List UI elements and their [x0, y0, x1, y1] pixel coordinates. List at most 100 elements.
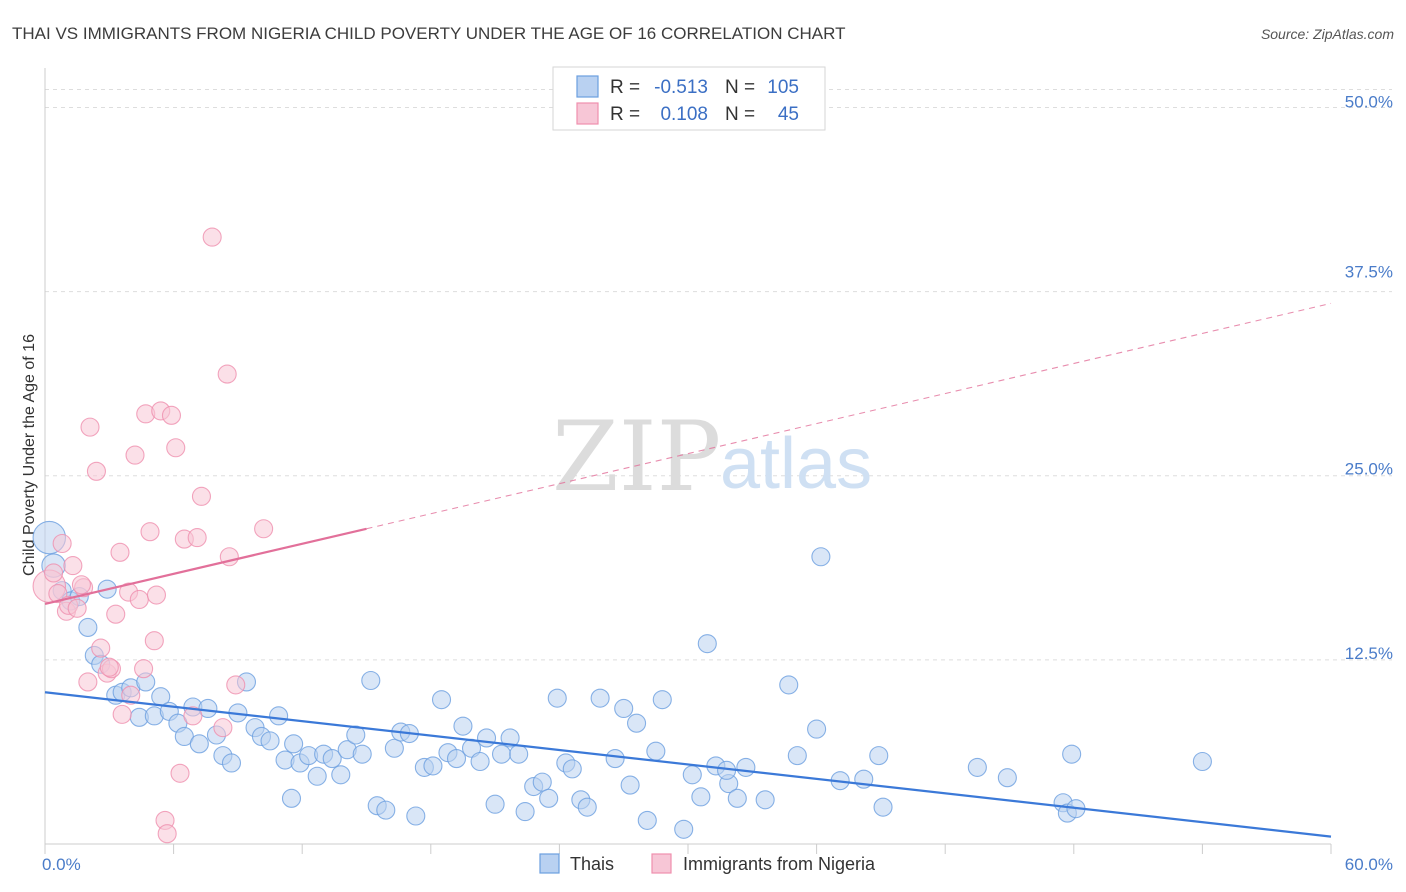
legend-thais-swatch	[539, 853, 560, 874]
nigeria-point	[183, 706, 203, 726]
nigeria-point	[187, 528, 207, 548]
thais-point	[605, 749, 625, 769]
nigeria-swatch	[576, 102, 599, 125]
nigeria-point	[166, 438, 186, 458]
thais-point	[787, 746, 807, 766]
nigeria-point	[80, 417, 100, 437]
thais-trend-line	[44, 691, 1332, 838]
thais-point	[997, 768, 1017, 788]
nigeria-point	[44, 563, 64, 583]
nigeria-point	[48, 584, 68, 604]
y-axis-ticks: 12.5% 25.0% 37.5% 50.0%	[1345, 92, 1393, 662]
thais-point	[453, 716, 473, 736]
thais-point	[727, 788, 747, 808]
series-layer	[32, 227, 1212, 844]
thais-point	[361, 670, 381, 691]
thais-point	[284, 734, 304, 754]
thais-point	[674, 819, 694, 839]
watermark-atlas: atlas	[720, 424, 872, 504]
nigeria-point	[110, 542, 130, 562]
thais-point	[637, 810, 657, 830]
nigeria-point	[71, 575, 91, 595]
thais-point	[1062, 744, 1082, 764]
thais-point	[577, 797, 597, 817]
y-tick-label: 12.5%	[1345, 644, 1393, 663]
nigeria-trend-line	[44, 527, 367, 605]
legend-r-label-nigeria: R =	[610, 104, 640, 125]
thais-point	[515, 802, 535, 822]
y-tick-label: 50.0%	[1345, 92, 1393, 111]
thais-point	[807, 719, 827, 739]
nigeria-point	[112, 704, 132, 724]
x-tick-label: 60.0%	[1345, 855, 1393, 874]
thais-point	[78, 617, 98, 638]
thais-point	[189, 734, 209, 754]
thais-point	[736, 757, 756, 777]
nigeria-point	[226, 675, 246, 695]
thais-point	[562, 759, 582, 779]
thais-point	[779, 675, 799, 695]
nigeria-point	[144, 631, 164, 651]
thais-point	[627, 713, 647, 733]
nigeria-point	[78, 672, 98, 692]
y-tick-label: 37.5%	[1345, 263, 1393, 282]
nigeria-point	[217, 364, 237, 384]
thais-point	[431, 690, 452, 710]
nigeria-point	[129, 589, 149, 610]
nigeria-point	[121, 685, 141, 705]
thais-points	[32, 520, 1212, 839]
thais-point	[500, 728, 520, 748]
nigeria-point	[161, 405, 182, 425]
legend-r-value-nigeria: 0.108	[660, 104, 708, 125]
trend-layer	[44, 302, 1332, 838]
legend-thais-label: Thais	[570, 854, 614, 874]
watermark-zip: ZIP	[552, 401, 721, 513]
thais-point	[406, 806, 426, 826]
thais-point	[1192, 751, 1212, 772]
legend-nigeria-label: Immigrants from Nigeria	[683, 854, 876, 874]
thais-point	[485, 794, 505, 814]
thais-point	[221, 753, 242, 773]
legend-nigeria-swatch	[651, 853, 672, 874]
nigeria-point	[202, 227, 222, 247]
thais-point	[331, 765, 351, 785]
nigeria-point	[134, 659, 154, 679]
thais-point	[269, 706, 289, 726]
thais-point	[590, 688, 610, 708]
thais-point	[532, 772, 552, 792]
thais-point	[491, 744, 512, 764]
nigeria-point	[63, 556, 83, 576]
legend-n-value-thais: 105	[767, 77, 799, 98]
thais-point	[446, 749, 467, 769]
x-axis-ticks: 0.0% 60.0%	[42, 855, 1393, 874]
thais-point	[476, 728, 497, 748]
nigeria-point	[213, 718, 233, 738]
thais-point	[682, 765, 702, 785]
series-legend: Thais Immigrants from Nigeria	[539, 853, 876, 874]
legend-r-value-thais: -0.513	[654, 77, 708, 98]
thais-point	[547, 688, 567, 708]
chart-source: Source: ZipAtlas.com	[1261, 26, 1394, 42]
thais-point	[281, 788, 302, 808]
thais-point	[873, 797, 893, 817]
nigeria-trend-line-dashed	[366, 302, 1332, 530]
thais-point	[646, 741, 666, 761]
thais-point	[811, 547, 831, 567]
nigeria-point	[140, 522, 160, 542]
thais-point	[307, 766, 327, 786]
nigeria-point	[157, 824, 177, 844]
nigeria-point	[91, 638, 111, 658]
y-axis-label: Child Poverty Under the Age of 16	[21, 334, 38, 576]
thais-point	[967, 757, 987, 777]
thais-point	[423, 756, 443, 776]
thais-point	[697, 634, 717, 654]
thais-point	[614, 698, 634, 719]
nigeria-point	[191, 486, 212, 506]
nigeria-point	[106, 604, 126, 624]
thais-point	[691, 787, 711, 807]
thais-point	[376, 800, 396, 820]
nigeria-point	[52, 533, 72, 554]
x-tick-label: 0.0%	[42, 855, 81, 874]
thais-point	[509, 744, 529, 764]
